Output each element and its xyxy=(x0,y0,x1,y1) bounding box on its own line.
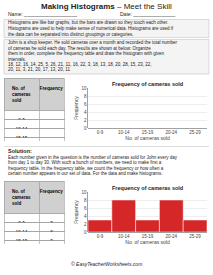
svg-text:Each number given in the quest: Each number given in the question is the… xyxy=(8,155,178,160)
svg-text:10: 10 xyxy=(82,86,88,91)
svg-text:frequency table. In the freque: frequency table. In the frequency table,… xyxy=(8,166,164,171)
svg-text:Date: _______________: Date: _______________ xyxy=(120,11,175,17)
svg-text:the data can be separated into: the data can be separated into distinct … xyxy=(8,32,134,37)
svg-text:0: 0 xyxy=(84,126,87,131)
svg-text:certain number appears in our: certain number appears in our set of dat… xyxy=(8,171,163,176)
svg-text:Name: ___________________: Name: ___________________ xyxy=(8,11,77,17)
svg-text:Frequency of cameras sold: Frequency of cameras sold xyxy=(112,185,183,191)
svg-text:0-9: 0-9 xyxy=(97,234,104,239)
svg-text:2: 2 xyxy=(84,222,87,227)
svg-text:10: 10 xyxy=(82,190,88,195)
svg-text:2: 2 xyxy=(84,118,87,123)
svg-text:8: 8 xyxy=(84,198,87,203)
svg-text:of cameras he sold each day. T: of cameras he sold each day. The results… xyxy=(8,46,151,51)
svg-text:Frequency: Frequency xyxy=(40,189,63,194)
svg-text:Histograms are used to help ma: Histograms are used to help make sense o… xyxy=(8,26,174,31)
svg-text:10-14: 10-14 xyxy=(118,234,130,239)
svg-text:Solution:: Solution: xyxy=(8,148,32,154)
svg-text:25-29: 25-29 xyxy=(189,234,201,239)
svg-text:15-19: 15-19 xyxy=(142,130,154,135)
svg-text:them in order, complete the fr: them in order, complete the frequency ta… xyxy=(8,51,165,56)
svg-text:No. of cameras sold: No. of cameras sold xyxy=(125,239,170,245)
svg-text:0-9: 0-9 xyxy=(97,130,104,135)
svg-text:25-29: 25-29 xyxy=(189,130,201,135)
svg-text:0: 0 xyxy=(84,230,87,235)
svg-text:20, 11, 3, 21, 20, 17, 13, 20,: 20, 11, 3, 21, 20, 17, 13, 20, 11 xyxy=(8,67,70,72)
svg-text:4: 4 xyxy=(84,214,87,219)
svg-text:20-24: 20-24 xyxy=(166,234,178,239)
svg-text:20-24: 20-24 xyxy=(166,130,178,135)
svg-text:No. of cameras sold: No. of cameras sold xyxy=(125,135,170,141)
svg-text:© EasyTeacherWorksheets.com: © EasyTeacherWorksheets.com xyxy=(71,261,142,267)
svg-text:Frequency of cameras sold: Frequency of cameras sold xyxy=(112,81,183,87)
svg-text:6: 6 xyxy=(84,206,87,211)
svg-text:4: 4 xyxy=(84,110,87,115)
svg-text:Making Histograms – Meet the S: Making Histograms – Meet the Skill xyxy=(41,2,172,11)
svg-text:6: 6 xyxy=(84,102,87,107)
svg-text:10-14: 10-14 xyxy=(118,130,130,135)
svg-text:intervals.: intervals. xyxy=(8,57,26,62)
svg-text:Histograms are like bar graphs: Histograms are like bar graphs, but the … xyxy=(8,20,168,25)
svg-text:Frequency: Frequency xyxy=(73,200,79,224)
svg-text:No. ofcamerassold: No. ofcamerassold xyxy=(12,189,31,206)
svg-text:from day 1 to day 30. With suc: from day 1 to day 30. With such a bunch … xyxy=(8,160,162,165)
svg-text:No. ofcamerassold: No. ofcamerassold xyxy=(12,86,31,103)
svg-text:John is a shop keeper. He sold: John is a shop keeper. He sold cameras o… xyxy=(8,40,178,45)
svg-text:Frequency: Frequency xyxy=(40,86,63,91)
svg-text:8: 8 xyxy=(84,94,87,99)
svg-text:15-19: 15-19 xyxy=(142,234,154,239)
svg-text:18, 12, 16, 14, 25, 5, 26, 21,: 18, 12, 16, 14, 25, 5, 26, 21, 11, 16, 2… xyxy=(8,62,152,67)
svg-text:Frequency: Frequency xyxy=(73,96,79,120)
